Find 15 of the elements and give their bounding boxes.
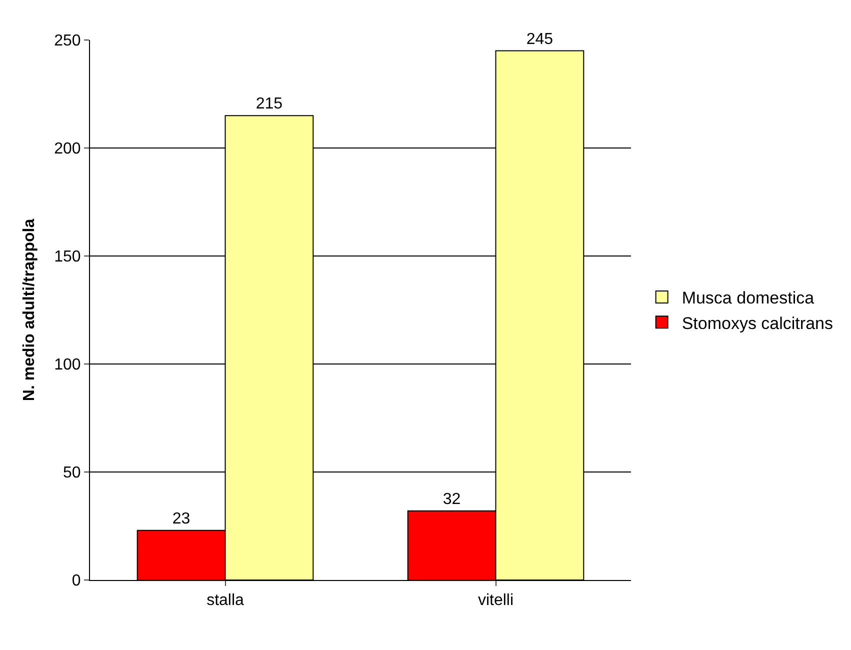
y-tick-label: 50	[63, 464, 81, 482]
y-tick-label: 0	[72, 572, 81, 590]
x-tick-label: stalla	[206, 592, 244, 610]
data-label: 215	[256, 96, 283, 113]
data-label: 245	[526, 30, 554, 48]
legend-label: Stomoxys calcitrans	[682, 314, 833, 333]
data-label: 23	[172, 510, 190, 528]
y-tick-label: 250	[54, 32, 81, 50]
data-label: 32	[442, 490, 461, 508]
y-tick-label: 200	[54, 140, 81, 158]
y-axis-title: N. medio adulti/trappola	[20, 218, 38, 402]
x-tick-label: vitelli	[478, 592, 514, 610]
y-tick-label: 150	[54, 248, 81, 266]
y-tick-label: 100	[54, 356, 81, 374]
legend-label: Musca domestica	[682, 288, 815, 308]
